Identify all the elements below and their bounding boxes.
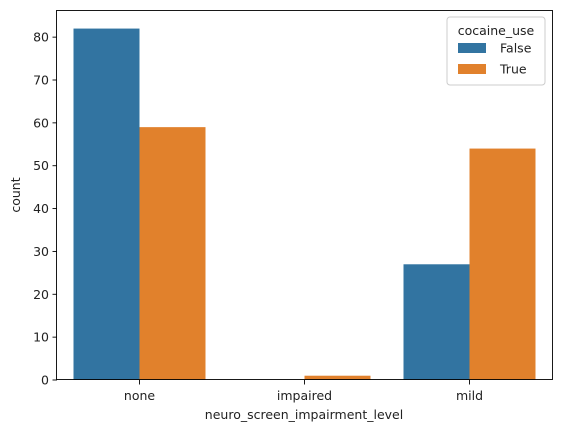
bar-false-mild: [403, 264, 470, 380]
y-tick-label: 40: [33, 201, 49, 216]
y-tick-label: 10: [33, 330, 49, 345]
bar-false-none: [73, 28, 140, 380]
bar-true-impaired: [304, 375, 371, 380]
plot-frame: [56, 10, 553, 380]
legend-swatch-true: [458, 64, 486, 74]
x-axis-ticks: none impaired mild: [124, 380, 483, 403]
y-tick-label: 50: [33, 158, 49, 173]
y-tick-label: 20: [33, 287, 49, 302]
x-tick-label-none: none: [124, 388, 155, 403]
legend-title: cocaine_use: [458, 23, 535, 38]
legend: cocaine_use False True: [446, 16, 546, 86]
bar-true-mild: [469, 148, 536, 380]
x-axis-label: neuro_screen_impairment_level: [205, 407, 403, 422]
y-tick-label: 30: [33, 244, 49, 259]
bars-group: [73, 28, 536, 381]
legend-swatch-false: [458, 43, 486, 53]
y-tick-label: 80: [33, 30, 49, 45]
bar-true-none: [139, 127, 206, 381]
legend-label-false: False: [500, 41, 532, 56]
y-tick-label: 70: [33, 73, 49, 88]
legend-label-true: True: [499, 62, 527, 77]
y-tick-label: 60: [33, 115, 49, 130]
x-tick-label-mild: mild: [456, 388, 483, 403]
y-tick-label: 0: [41, 373, 49, 388]
legend-items: False True: [458, 41, 532, 77]
x-tick-label-impaired: impaired: [277, 388, 332, 403]
y-axis-label: count: [8, 177, 23, 212]
y-axis-ticks: 0 10 20 30 40 50 60 70 80: [33, 30, 57, 388]
